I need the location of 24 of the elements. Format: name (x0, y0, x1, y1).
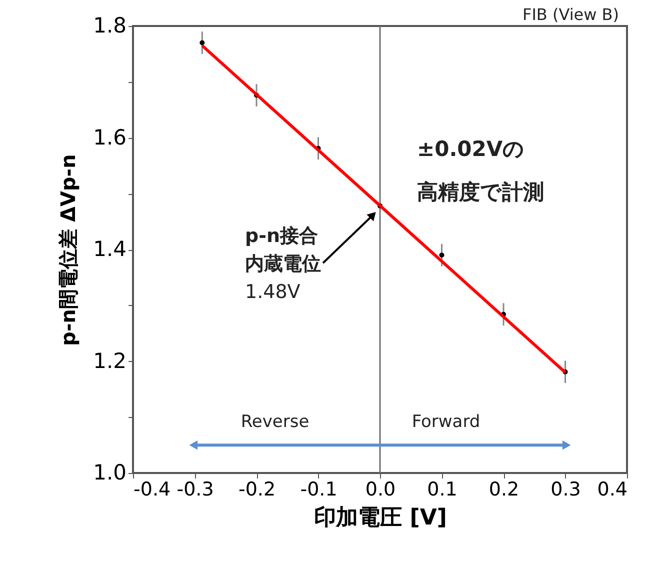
x-tick-label: -0.4 (134, 478, 171, 500)
y-tick-label: 1.8 (93, 14, 126, 38)
x-tick-label: -0.2 (238, 478, 276, 500)
annotation: 1.48V (245, 281, 300, 303)
x-tick-label: 0.2 (488, 478, 520, 500)
annotation: p-n接合 (245, 225, 318, 247)
x-tick-label: 0.3 (550, 478, 581, 500)
annotation: 内蔵電位 (245, 253, 321, 275)
x-axis-title: 印加電圧 [V] (314, 506, 447, 530)
annotation: Forward (412, 412, 480, 432)
y-tick-label: 1.4 (93, 237, 126, 261)
x-tick-label: 0.0 (365, 478, 396, 500)
annotation: Reverse (240, 412, 310, 432)
y-tick-label: 1.0 (93, 460, 126, 484)
y-axis-title: p-n間電位差 ΔVp-n (56, 154, 80, 346)
x-tick-label: -0.1 (300, 478, 338, 500)
x-tick-label: -0.3 (176, 478, 214, 500)
text: FIB (View B) (522, 5, 619, 24)
x-tick-label: 0.1 (427, 478, 458, 500)
y-tick-label: 1.2 (93, 348, 126, 373)
y-tick-label: 1.6 (93, 125, 126, 150)
x-tick-label: 0.4 (597, 478, 628, 500)
annotation: ±0.02Vの (417, 137, 525, 161)
annotation: 高精度で計測 (417, 180, 544, 204)
